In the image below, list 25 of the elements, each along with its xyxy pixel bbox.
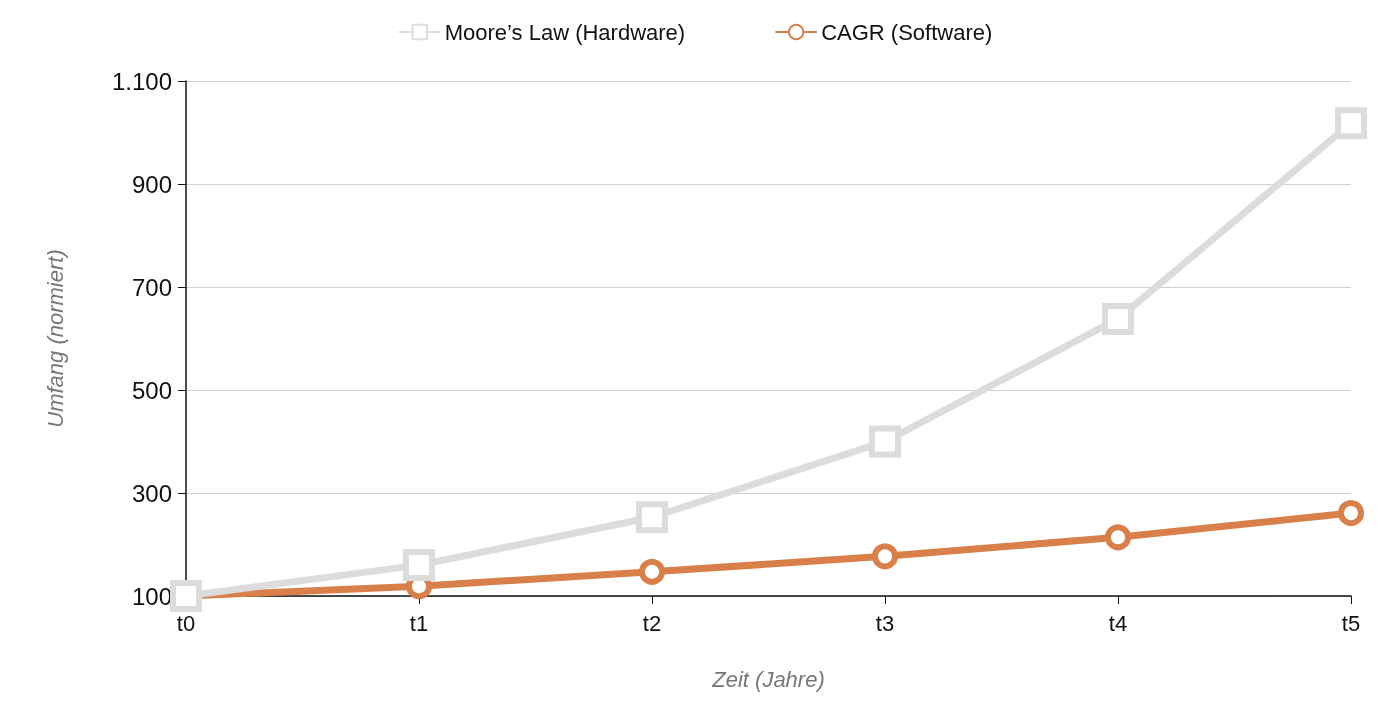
point bbox=[1338, 500, 1364, 527]
y-tick-label: 900 bbox=[131, 170, 172, 198]
point bbox=[872, 543, 898, 570]
x-axis-title: Zeit (Jahre) bbox=[711, 666, 825, 692]
x-tick-label: t5 bbox=[1341, 610, 1361, 636]
x-tick-label: t1 bbox=[409, 610, 429, 636]
legend-label: CAGR (Software) bbox=[821, 19, 993, 45]
y-tick-label: 100 bbox=[131, 582, 172, 610]
point bbox=[1335, 107, 1367, 140]
x-tick-label: t0 bbox=[176, 610, 196, 636]
x-tick-label: t2 bbox=[642, 610, 662, 636]
point bbox=[1102, 302, 1134, 335]
y-tick-label: 1.100 bbox=[111, 67, 172, 95]
point bbox=[869, 425, 901, 458]
y-tick-label: 500 bbox=[131, 376, 172, 404]
y-tick-label: 700 bbox=[131, 273, 172, 301]
point bbox=[403, 549, 435, 582]
point bbox=[636, 501, 668, 534]
y-axis-title: Umfang (normiert) bbox=[42, 249, 68, 428]
point bbox=[1105, 524, 1131, 551]
x-tick-label: t3 bbox=[875, 610, 895, 636]
legend-label: Moore’s Law (Hardware) bbox=[444, 19, 686, 45]
y-tick-label: 300 bbox=[131, 479, 172, 507]
point bbox=[639, 558, 665, 585]
x-tick-label: t4 bbox=[1108, 610, 1128, 636]
